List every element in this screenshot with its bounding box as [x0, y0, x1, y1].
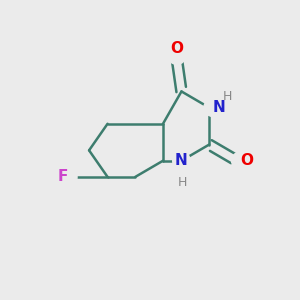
- Circle shape: [232, 152, 249, 169]
- Text: F: F: [58, 169, 68, 184]
- Circle shape: [59, 168, 77, 186]
- Text: N: N: [175, 153, 188, 168]
- Circle shape: [204, 99, 221, 116]
- Text: O: O: [170, 40, 183, 56]
- Text: H: H: [223, 90, 232, 103]
- Text: N: N: [213, 100, 225, 115]
- Text: O: O: [240, 153, 254, 168]
- Circle shape: [173, 152, 190, 169]
- Circle shape: [168, 47, 186, 64]
- Text: H: H: [178, 176, 187, 189]
